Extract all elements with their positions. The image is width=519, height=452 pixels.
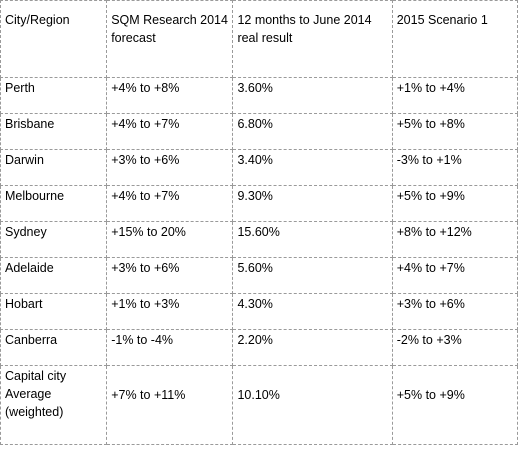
- forecast-cell: +1% to +3%: [106, 293, 234, 330]
- table-row: Darwin +3% to +6% 3.40% -3% to +1%: [0, 149, 519, 186]
- real-result-cell: 9.30%: [232, 185, 393, 222]
- city-cell: Canberra: [0, 329, 108, 366]
- forecast-cell: +3% to +6%: [106, 149, 234, 186]
- table-row: Adelaide +3% to +6% 5.60% +4% to +7%: [0, 257, 519, 294]
- header-2015-scenario: 2015 Scenario 1: [391, 0, 519, 78]
- city-cell: Capital city Average (weighted): [0, 365, 108, 445]
- real-result-cell: 15.60%: [232, 221, 393, 258]
- forecast-cell: +4% to +8%: [106, 77, 234, 114]
- header-sqm-forecast: SQM Research 2014 forecast: [106, 0, 234, 78]
- forecast-cell: +3% to +6%: [106, 257, 234, 294]
- real-result-cell: 2.20%: [232, 329, 393, 366]
- scenario-cell: +4% to +7%: [391, 257, 519, 294]
- scenario-cell: +1% to +4%: [391, 77, 519, 114]
- city-cell: Perth: [0, 77, 108, 114]
- forecast-cell: +15% to 20%: [106, 221, 234, 258]
- scenario-cell-text: +5% to +9%: [396, 388, 465, 402]
- scenario-cell: +5% to +8%: [391, 113, 519, 150]
- scenario-cell: +8% to +12%: [391, 221, 519, 258]
- scenario-cell: +3% to +6%: [391, 293, 519, 330]
- forecast-cell: +4% to +7%: [106, 113, 234, 150]
- table-row: Capital city Average (weighted) +7% to +…: [0, 365, 519, 445]
- city-cell: Hobart: [0, 293, 108, 330]
- forecast-cell-text: +7% to +11%: [111, 388, 186, 402]
- table-row: Sydney +15% to 20% 15.60% +8% to +12%: [0, 221, 519, 258]
- city-cell: Brisbane: [0, 113, 108, 150]
- forecast-cell: +7% to +11%: [106, 365, 234, 445]
- real-result-cell: 4.30%: [232, 293, 393, 330]
- city-cell: Sydney: [0, 221, 108, 258]
- city-cell: Melbourne: [0, 185, 108, 222]
- real-result-cell: 3.40%: [232, 149, 393, 186]
- real-result-cell: 3.60%: [232, 77, 393, 114]
- real-result-cell-text: 10.10%: [237, 388, 280, 402]
- city-cell: Adelaide: [0, 257, 108, 294]
- table-row: Canberra -1% to -4% 2.20% -2% to +3%: [0, 329, 519, 366]
- scenario-cell: +5% to +9%: [391, 365, 519, 445]
- real-result-cell: 5.60%: [232, 257, 393, 294]
- header-real-result: 12 months to June 2014 real result: [232, 0, 393, 78]
- header-city-region: City/Region: [0, 0, 108, 78]
- table-row: Melbourne +4% to +7% 9.30% +5% to +9%: [0, 185, 519, 222]
- scenario-cell: -3% to +1%: [391, 149, 519, 186]
- city-cell: Darwin: [0, 149, 108, 186]
- real-result-cell: 10.10%: [232, 365, 393, 445]
- table-row: Brisbane +4% to +7% 6.80% +5% to +8%: [0, 113, 519, 150]
- table-header-row: City/Region SQM Research 2014 forecast 1…: [0, 0, 519, 78]
- scenario-cell: +5% to +9%: [391, 185, 519, 222]
- forecast-cell: +4% to +7%: [106, 185, 234, 222]
- real-result-cell: 6.80%: [232, 113, 393, 150]
- table-row: Perth +4% to +8% 3.60% +1% to +4%: [0, 77, 519, 114]
- scenario-cell: -2% to +3%: [391, 329, 519, 366]
- forecast-cell: -1% to -4%: [106, 329, 234, 366]
- table-row: Hobart +1% to +3% 4.30% +3% to +6%: [0, 293, 519, 330]
- city-cell-text: Capital city Average (weighted): [5, 369, 67, 419]
